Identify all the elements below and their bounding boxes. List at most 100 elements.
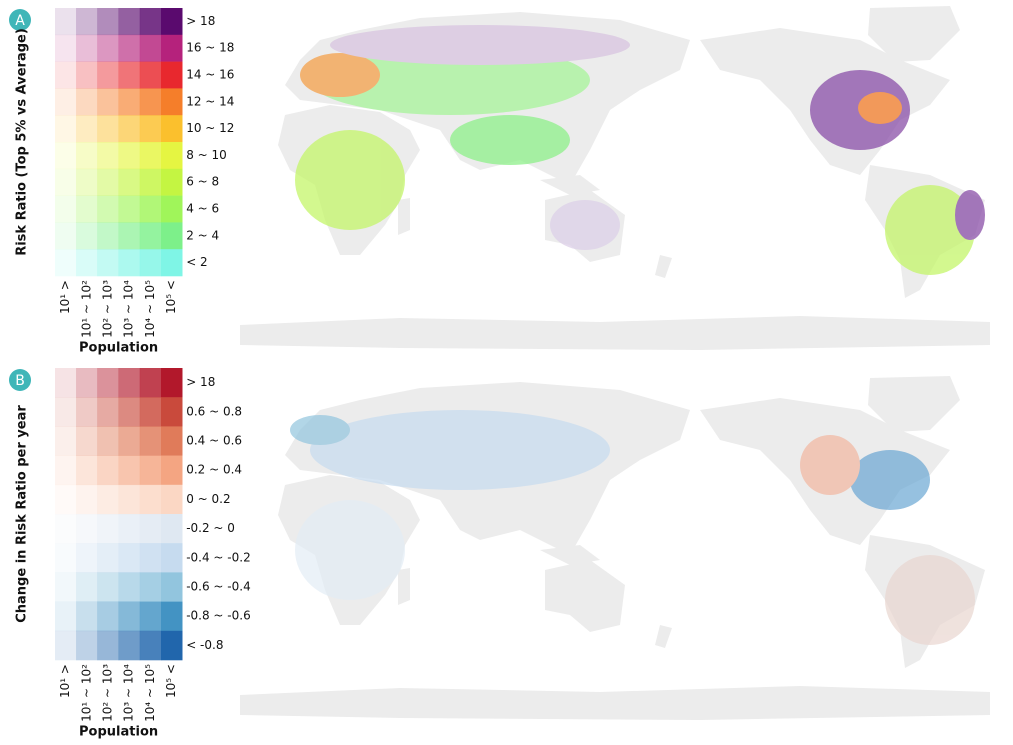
population-label: 10³ ~ 10⁴ bbox=[122, 664, 136, 722]
legend-panel: B > 18 0.6 ~ 0.8 0.4 ~ 0.6 0.2 ~ 0.4 0 ~ 0.2 -… bbox=[9, 368, 251, 740]
legend-cell bbox=[161, 601, 183, 632]
population-label: 10² ~ 10³ bbox=[101, 280, 115, 338]
legend-cell bbox=[97, 8, 119, 36]
legend-cell bbox=[118, 115, 141, 143]
legend-cell bbox=[55, 168, 77, 196]
legend-cell bbox=[76, 368, 98, 398]
row-label: 12 ~ 14 bbox=[186, 94, 234, 108]
map-b bbox=[240, 376, 990, 720]
row-label: 6 ~ 8 bbox=[186, 175, 219, 189]
population-label: 10² ~ 10³ bbox=[101, 664, 115, 722]
legend-cell bbox=[97, 572, 119, 602]
panel-badge bbox=[9, 9, 31, 31]
row-label: 2 ~ 4 bbox=[186, 228, 219, 242]
legend-cell bbox=[76, 514, 98, 544]
legend-cell bbox=[76, 484, 98, 515]
population-label: 10¹ > bbox=[58, 664, 72, 698]
legend-panel: A > 18 16 ~ 18 14 ~ 16 12 ~ 14 10 ~ 12 8 ~ 10 6… bbox=[9, 8, 234, 356]
legend-cell bbox=[76, 88, 98, 116]
legend-cell bbox=[118, 168, 141, 196]
row-label: 0.2 ~ 0.4 bbox=[186, 463, 242, 477]
y-title: Risk Ratio (Top 5% vs Average) bbox=[15, 28, 30, 256]
legend-cell bbox=[76, 8, 98, 36]
legend-cell bbox=[97, 397, 119, 427]
legend-cell bbox=[139, 426, 162, 456]
legend-cell bbox=[118, 368, 141, 398]
legend-cell bbox=[161, 572, 183, 602]
legend-cell bbox=[55, 426, 77, 456]
legend-cell bbox=[55, 572, 77, 602]
legend-cell bbox=[118, 601, 141, 632]
legend-cell bbox=[139, 88, 162, 116]
legend-cell bbox=[118, 572, 141, 602]
legend-cell bbox=[97, 115, 119, 143]
legend-cell bbox=[76, 142, 98, 170]
x-title: Population bbox=[79, 725, 158, 740]
legend-cell bbox=[55, 115, 77, 143]
legend-cell bbox=[55, 455, 77, 486]
legend-cell bbox=[118, 426, 141, 456]
legend-cell bbox=[97, 61, 119, 89]
legend-cell bbox=[139, 368, 162, 398]
legend-cell bbox=[76, 115, 98, 143]
population-label: 10¹ > bbox=[58, 280, 72, 314]
legend-cell bbox=[55, 195, 77, 223]
legend-cell bbox=[76, 572, 98, 602]
legend-cell bbox=[76, 61, 98, 89]
legend-cell bbox=[139, 455, 162, 486]
legend-cell bbox=[76, 601, 98, 632]
legend-cell bbox=[139, 601, 162, 632]
legend-cell bbox=[161, 222, 183, 250]
legend-cell bbox=[161, 397, 183, 427]
panel-label: B bbox=[15, 373, 25, 389]
legend-cell bbox=[97, 195, 119, 223]
legend-cell bbox=[97, 455, 119, 486]
legend-cell bbox=[97, 34, 119, 62]
legend-cell bbox=[118, 514, 141, 544]
legend-cell bbox=[118, 142, 141, 170]
legend-cell bbox=[139, 222, 162, 250]
legend-cell bbox=[76, 222, 98, 250]
legend-cell bbox=[139, 142, 162, 170]
legend-cell bbox=[118, 8, 141, 36]
legend-cell bbox=[55, 222, 77, 250]
row-label: > 18 bbox=[186, 375, 215, 389]
legend-cell bbox=[161, 630, 183, 661]
legend-cell bbox=[139, 115, 162, 143]
row-label: 4 ~ 6 bbox=[186, 202, 219, 216]
legend-cell bbox=[161, 142, 183, 170]
legend-cell bbox=[55, 88, 77, 116]
legend-cell bbox=[161, 514, 183, 544]
map-a bbox=[240, 6, 990, 350]
population-label: 10¹ ~ 10² bbox=[79, 664, 93, 722]
legend-cell bbox=[139, 630, 162, 661]
legend-cell bbox=[76, 34, 98, 62]
legend-cell bbox=[97, 484, 119, 515]
legend-cell bbox=[76, 195, 98, 223]
legend-cell bbox=[55, 601, 77, 632]
legend-cell bbox=[76, 426, 98, 456]
legend-cell bbox=[139, 514, 162, 544]
legend-cell bbox=[55, 61, 77, 89]
legend-cell bbox=[97, 222, 119, 250]
legend-cell bbox=[161, 168, 183, 196]
legend-cell bbox=[118, 543, 141, 573]
legend-cell bbox=[118, 249, 141, 277]
legend-cell bbox=[97, 543, 119, 573]
legend-cell bbox=[55, 514, 77, 544]
legend-cell bbox=[55, 630, 77, 661]
legend-cell bbox=[76, 397, 98, 427]
legend-cell bbox=[161, 88, 183, 116]
legend-cell bbox=[139, 572, 162, 602]
legend-cell bbox=[118, 195, 141, 223]
legend-cell bbox=[139, 484, 162, 515]
panel-label: A bbox=[15, 13, 25, 29]
row-label: 8 ~ 10 bbox=[186, 148, 227, 162]
legend-cell bbox=[161, 249, 183, 277]
legend-cell bbox=[161, 115, 183, 143]
legend-cell bbox=[161, 484, 183, 515]
legend-cell bbox=[118, 222, 141, 250]
row-label: > 18 bbox=[186, 14, 215, 28]
legend-cell bbox=[139, 8, 162, 36]
